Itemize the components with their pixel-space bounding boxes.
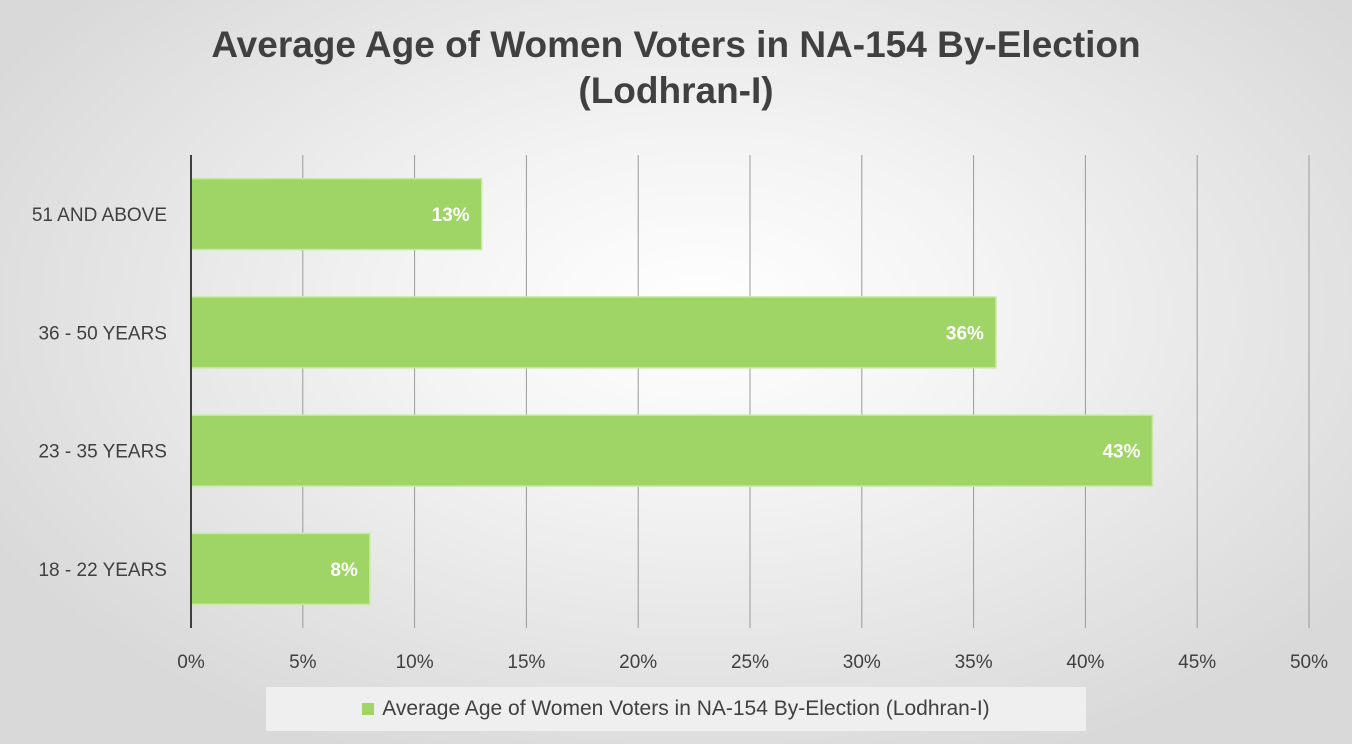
y-category-label: 18 - 22 YEARS [38,560,167,581]
bar [190,296,997,369]
chart-title-line-2: (Lodhran-I) [578,70,774,111]
data-label: 36% [946,323,984,344]
bar [190,177,483,251]
x-tick-label: 40% [1066,652,1104,673]
chart-title: Average Age of Women Voters in NA-154 By… [0,22,1352,114]
chart-title-line-1: Average Age of Women Voters in NA-154 By… [211,24,1141,65]
y-category-label: 23 - 35 YEARS [38,442,167,463]
data-label: 8% [330,560,358,581]
y-category-label: 51 AND ABOVE [32,205,167,226]
x-tick-label: 10% [396,652,434,673]
x-tick-label: 20% [619,652,657,673]
y-category-label: 36 - 50 YEARS [38,323,167,344]
legend-label: Average Age of Women Voters in NA-154 By… [382,697,990,720]
x-tick-label: 45% [1178,652,1216,673]
x-tick-label: 25% [731,652,769,673]
legend[interactable]: Average Age of Women Voters in NA-154 By… [266,687,1086,731]
data-label: 43% [1102,442,1140,463]
x-tick-label: 50% [1290,652,1328,673]
data-label: 13% [432,205,470,226]
x-tick-label: 35% [955,652,993,673]
bar [190,414,1154,487]
x-tick-label: 5% [289,652,317,673]
legend-swatch [362,703,375,715]
bar [190,532,371,606]
x-tick-label: 0% [177,652,205,673]
x-tick-label: 15% [507,652,545,673]
x-tick-label: 30% [843,652,881,673]
